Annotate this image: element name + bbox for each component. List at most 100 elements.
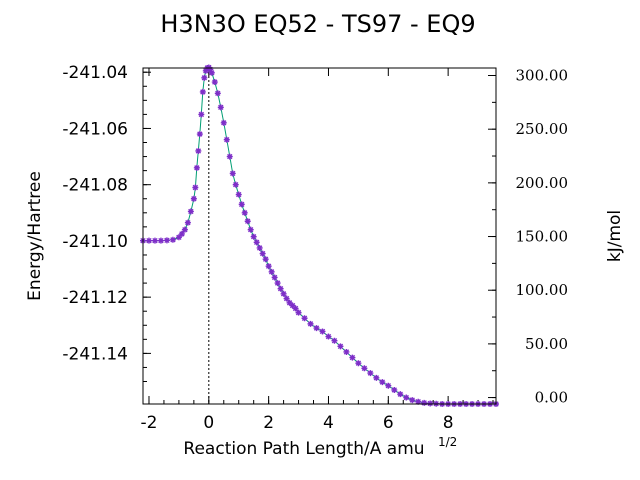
data-point [169, 236, 176, 243]
series-layer [140, 64, 499, 407]
data-point [361, 365, 368, 372]
data-point [286, 299, 293, 306]
y-tick-label: -241.10 [62, 232, 128, 252]
right-tick-label: 50.00 [525, 335, 568, 353]
data-point [163, 237, 170, 244]
data-point [385, 382, 392, 389]
data-point [175, 234, 182, 241]
y-tick-label: -241.04 [62, 63, 128, 83]
y-tick-label: -241.12 [62, 288, 128, 308]
axis-ticks [143, 68, 496, 404]
data-point [199, 88, 206, 95]
data-point [421, 399, 428, 406]
data-point [397, 391, 404, 398]
data-point [217, 104, 224, 111]
data-point [259, 250, 266, 257]
x-axis-label: Reaction Path Length/A amu [183, 439, 424, 459]
data-point [409, 397, 416, 404]
data-point [193, 164, 200, 171]
data-point [349, 354, 356, 361]
data-point [391, 386, 398, 393]
y-tick-label: -241.06 [62, 119, 128, 139]
data-point [331, 337, 338, 344]
data-point [220, 119, 227, 126]
data-point [367, 370, 374, 377]
data-point [319, 328, 326, 335]
data-point [181, 226, 188, 233]
data-point [262, 256, 269, 263]
data-point [280, 290, 287, 297]
right-tick-label: 300.00 [516, 67, 569, 85]
data-point [355, 360, 362, 367]
data-point [202, 67, 209, 74]
data-point [337, 343, 344, 350]
x-tick-label: 6 [383, 413, 394, 433]
right-tick-labels: 300.00 250.00 200.00 150.00 100.00 50.00 0.00 [516, 67, 569, 407]
data-point [208, 69, 215, 76]
y-axis-label-left: Energy/Hartree [25, 171, 45, 301]
y-axis-label-right: kJ/mol [605, 210, 625, 262]
data-point [244, 218, 251, 225]
data-point [427, 400, 434, 407]
x-tick-label: 0 [203, 413, 214, 433]
data-point [187, 208, 194, 215]
data-point [379, 379, 386, 386]
data-point [184, 219, 191, 226]
data-point [223, 136, 230, 143]
x-axis-label-superscript: 1/2 [438, 435, 457, 449]
data-point [196, 131, 203, 138]
x-tick-label: -2 [141, 413, 158, 433]
chart-title: H3N3O EQ52 - TS97 - EQ9 [160, 10, 475, 38]
data-point [256, 244, 263, 251]
x-tick-label: 8 [443, 413, 454, 433]
data-point [277, 285, 284, 292]
data-point [265, 263, 272, 270]
data-point [325, 333, 332, 340]
data-point [241, 209, 248, 216]
data-point [229, 170, 236, 177]
data-point [415, 398, 422, 405]
data-point [373, 374, 380, 381]
data-point [295, 309, 302, 316]
data-point [211, 79, 218, 86]
x-tick-labels: -2 0 2 4 6 8 [141, 413, 454, 433]
data-point [178, 230, 185, 237]
energy-curve [143, 66, 496, 405]
data-point [214, 90, 221, 97]
data-point [292, 305, 299, 312]
data-point [151, 237, 158, 244]
data-point [283, 295, 290, 302]
data-point [247, 226, 254, 233]
right-tick-label: 150.00 [516, 228, 569, 246]
data-point [343, 348, 350, 355]
right-tick-label: 200.00 [516, 174, 569, 192]
data-point [250, 233, 257, 240]
data-point [274, 280, 281, 287]
data-point [253, 239, 260, 246]
data-point [313, 325, 320, 332]
data-point [268, 268, 275, 275]
data-point [232, 181, 239, 188]
data-point [301, 315, 308, 322]
y-tick-label: -241.14 [62, 344, 128, 364]
data-point [235, 191, 242, 198]
y-tick-labels: -241.04 -241.06 -241.08 -241.10 -241.12 -241.… [62, 63, 128, 364]
data-point [157, 237, 164, 244]
data-point [271, 274, 278, 281]
data-point [238, 201, 245, 208]
data-point [403, 394, 410, 401]
x-tick-label: 2 [263, 413, 274, 433]
right-tick-label: 250.00 [516, 120, 569, 138]
data-point [201, 74, 208, 81]
data-point [226, 153, 233, 160]
plot-frame [142, 67, 497, 405]
data-point [307, 320, 314, 327]
data-point [198, 111, 205, 118]
y-tick-label: -241.08 [62, 176, 128, 196]
data-point [195, 147, 202, 154]
right-tick-label: 0.00 [535, 389, 568, 407]
data-point [192, 184, 199, 191]
data-point [190, 195, 197, 202]
right-tick-label: 100.00 [516, 281, 569, 299]
